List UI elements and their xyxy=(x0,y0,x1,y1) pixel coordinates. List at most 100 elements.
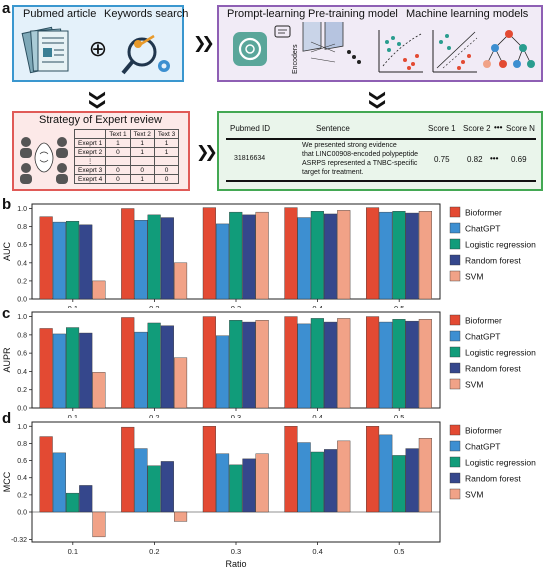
header-score-1: Score 1 xyxy=(428,124,456,133)
bar xyxy=(92,372,106,409)
table-cell: 1 xyxy=(129,138,155,148)
bar xyxy=(324,213,338,300)
bar xyxy=(366,207,380,300)
x-tick-label: 0.2 xyxy=(149,304,159,308)
bar xyxy=(79,485,93,513)
legend-swatch xyxy=(449,456,461,468)
legend-label: Bioformer xyxy=(465,426,502,436)
bar xyxy=(229,211,243,300)
table-cell xyxy=(153,156,180,166)
legend-swatch xyxy=(449,440,461,452)
y-tick-label: 0.4 xyxy=(17,475,27,482)
bar xyxy=(121,426,135,513)
legend-swatch xyxy=(449,472,461,484)
bar xyxy=(92,280,106,300)
x-tick-label: 0.1 xyxy=(68,304,78,308)
legend-label: ChatGPT xyxy=(465,442,500,452)
bar xyxy=(418,438,432,513)
bar xyxy=(242,321,256,409)
bar xyxy=(337,440,351,513)
y-tick-label: 0.0 xyxy=(17,510,27,517)
y-tick-label: 0.6 xyxy=(17,458,27,465)
y-axis-label: AUC xyxy=(2,242,12,262)
row-score-1: 0.75 xyxy=(434,155,450,164)
scores-table: Pubmed ID Sentence Score 1 Score 2 ••• S… xyxy=(226,116,536,188)
bar xyxy=(229,320,243,409)
models-box xyxy=(217,5,543,82)
x-tick-label: 0.2 xyxy=(149,547,159,556)
y-tick-label: 1.0 xyxy=(17,424,27,431)
table-row: Exeprt 4 0 1 0 xyxy=(73,174,180,184)
table-cell: 1 xyxy=(129,147,155,157)
bar xyxy=(337,318,351,409)
legend-label: ChatGPT xyxy=(465,224,500,234)
table-cell: ⋮ xyxy=(73,156,107,166)
aupr-bar-chart: 0.0 0.2 0.4 0.6 0.8 1.0 AUPR 0.1 0.2 0.3 0.4 0.5 Bio… xyxy=(2,311,536,418)
table-header-cell: Text 2 xyxy=(129,129,155,139)
scatter-plot-icon xyxy=(378,30,423,73)
bar xyxy=(229,464,243,513)
expert-group-icon xyxy=(20,137,68,184)
legend-swatch xyxy=(449,346,461,358)
table-header-cell: Text 3 xyxy=(153,129,180,139)
bar xyxy=(242,458,256,513)
y-tick-label: 0.6 xyxy=(17,242,27,249)
sentence-line: target for treatment. xyxy=(302,169,364,176)
sentence-line: ASRPS represented a TNBC-specific xyxy=(302,160,418,167)
row-sentence: We presented strong evidence that LINC00… xyxy=(302,141,418,177)
bar xyxy=(379,434,393,513)
bar xyxy=(173,357,188,409)
prompt-learning-title: Prompt-learning xyxy=(227,8,306,20)
x-tick-label: 0.5 xyxy=(394,547,404,556)
bar xyxy=(52,333,66,409)
header-score-n: Score N xyxy=(506,124,535,133)
header-score-2: Score 2 xyxy=(463,124,491,133)
legend-label: Bioformer xyxy=(465,316,502,326)
bar xyxy=(418,319,432,409)
table-cell: 0 xyxy=(105,165,131,175)
legend-swatch xyxy=(449,238,461,250)
pubmed-article-title: Pubmed article xyxy=(23,8,97,20)
bar xyxy=(405,320,419,409)
header-sentence: Sentence xyxy=(316,124,350,133)
legend-label: SVM xyxy=(465,272,483,282)
bar xyxy=(405,448,419,513)
legend-swatch xyxy=(449,222,461,234)
panel-label-b: b xyxy=(2,196,12,213)
bar xyxy=(121,317,135,409)
table-cell: 0 xyxy=(105,147,131,157)
bar xyxy=(65,492,80,513)
bar xyxy=(39,436,53,513)
key-search-icon xyxy=(121,34,170,75)
sentence-line: We presented strong evidence xyxy=(302,142,397,149)
bar xyxy=(392,211,406,300)
legend-swatch xyxy=(449,206,461,218)
table-row: Exeprt 3 0 0 0 xyxy=(73,165,180,175)
table-cell: Exeprt 1 xyxy=(73,138,107,148)
table-cell: Exeprt 4 xyxy=(73,174,107,184)
table-cell: 0 xyxy=(105,174,131,184)
bar xyxy=(121,208,135,300)
legend-label: Logistic regression xyxy=(465,240,536,250)
bar xyxy=(255,211,269,300)
bar xyxy=(173,511,188,522)
y-tick-label: 0.8 xyxy=(17,224,27,231)
y-tick-label: 0.0 xyxy=(17,406,27,413)
chat-bubble-icon xyxy=(274,25,291,38)
bar xyxy=(297,217,311,300)
x-tick-label: 0.4 xyxy=(312,413,322,418)
header-pubmed-id: Pubmed ID xyxy=(230,124,271,133)
arrow-right-icon: ❯❯ xyxy=(193,33,215,52)
bar xyxy=(79,224,93,300)
legend-label: Logistic regression xyxy=(465,458,536,468)
bar xyxy=(147,214,161,300)
header-ellipsis: ••• xyxy=(494,123,503,132)
bar xyxy=(310,451,324,513)
x-tick-label: 0.5 xyxy=(394,304,404,308)
bar xyxy=(202,316,216,409)
legend-label: ChatGPT xyxy=(465,332,500,342)
table-cell: 1 xyxy=(153,138,180,148)
bar xyxy=(379,211,393,300)
bar xyxy=(284,316,298,409)
bar xyxy=(134,331,148,409)
